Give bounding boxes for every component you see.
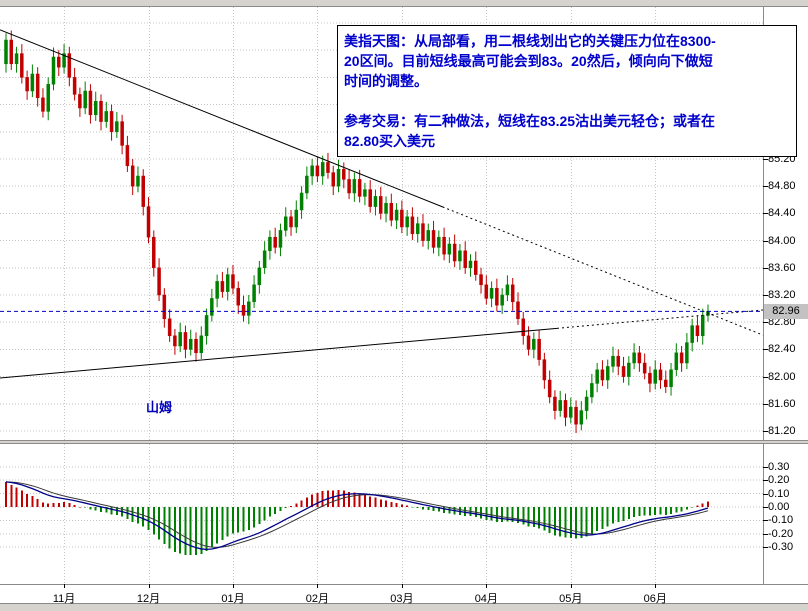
analysis-note[interactable]: 美指天图：从局部看，用二根线划出它的关键压力位在8300- 20区间。目前短线最… xyxy=(337,25,797,157)
resistance-trendline-ray xyxy=(442,206,764,336)
note-line: 20区间。目前短线最高可能会到83。20然后，倾向向下做短 xyxy=(344,53,713,69)
current-price-badge: 82.96 xyxy=(764,303,808,319)
resistance-trendline[interactable] xyxy=(0,29,443,208)
note-line xyxy=(344,91,790,111)
author-watermark: 山姆 xyxy=(146,400,173,415)
note-line: 82.80买入美元 xyxy=(344,133,436,149)
macd-line-slow xyxy=(5,481,709,548)
window-chrome-top xyxy=(0,0,808,7)
note-line: 参考交易：有二种做法，短线在83.25沽出美元轻仓；或者在 xyxy=(344,113,716,129)
note-line: 时间的调整。 xyxy=(344,73,428,89)
support-trendline-ray xyxy=(556,309,764,329)
macd-histogram xyxy=(5,481,709,556)
candles xyxy=(4,30,710,434)
support-trendline[interactable] xyxy=(0,327,558,379)
macd-line-fast xyxy=(5,481,709,551)
window-chrome-bottom xyxy=(0,603,808,611)
note-line: 美指天图：从局部看，用二根线划出它的关键压力位在8300- xyxy=(344,33,716,49)
axis-ticks xyxy=(64,159,768,588)
panel-splitter[interactable] xyxy=(0,440,808,444)
